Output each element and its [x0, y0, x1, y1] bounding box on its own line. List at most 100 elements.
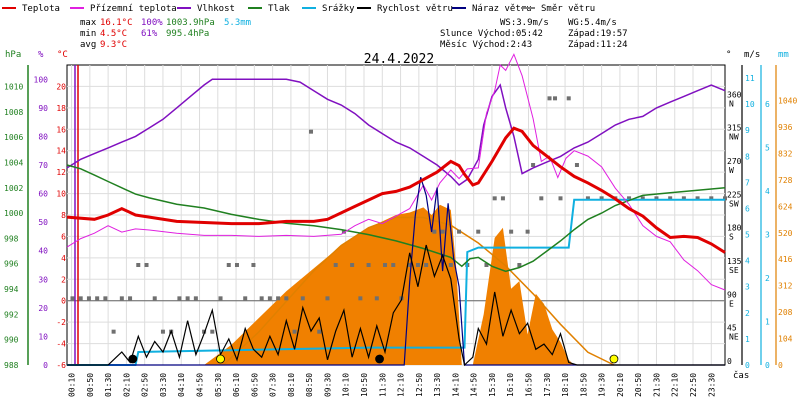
info-panel: WS:3.9m/s WG:5.4m/s Slunce Východ:05:42 … [440, 18, 628, 50]
mm-unit: mm [778, 50, 789, 60]
event-marker [128, 354, 138, 364]
ms-tick: 5 [745, 231, 750, 240]
wind-dir-point [366, 263, 371, 267]
wind-dir-point [681, 196, 686, 201]
info-moon-set: Západ:11:24 [568, 40, 628, 50]
wind-dir-point [531, 163, 536, 167]
wind-dir-point [566, 96, 571, 101]
info-sun-rise: Slunce Východ:05:42 [440, 29, 543, 39]
x-tick: 02:10 [122, 373, 131, 397]
wind-dir-point [517, 263, 522, 267]
deg-dir-tick: SW [729, 199, 739, 208]
x-tick: 11:30 [378, 373, 387, 397]
wind-dir-point [202, 329, 207, 334]
mm-tick: 5 [765, 144, 770, 153]
series-temperature [66, 126, 726, 254]
wind-dir-point [70, 296, 75, 301]
legend-label: Rychlost větru [377, 4, 453, 14]
chart-title: 24.4.2022 [364, 52, 434, 67]
hpa-tick: 1000 [4, 209, 23, 218]
x-tick: 05:30 [214, 373, 223, 397]
x-tick: 18:10 [561, 373, 570, 397]
series-wind [67, 244, 725, 367]
hpa-tick: 992 [4, 310, 19, 319]
x-tick: 10:50 [360, 373, 369, 397]
sun-tick: 624 [778, 202, 793, 211]
legend: Teplota Přízemní teplota Vlhkost Tlak Srážky… [2, 4, 595, 14]
deg-unit: ° [726, 50, 731, 60]
temp-tick: 6 [61, 232, 66, 241]
deg-dir-tick: NE [729, 333, 739, 342]
wind-dir-point [509, 229, 514, 234]
stat-avg-label: avg [80, 40, 96, 50]
x-tick: 00:10 [68, 373, 77, 397]
wind-dir-point [424, 263, 429, 267]
sun-tick: 1040 [778, 97, 797, 106]
x-tick: 12:10 [397, 373, 406, 397]
sun-tick: 0 [778, 361, 783, 370]
x-tick: 02:50 [141, 373, 150, 397]
temp-tick: 8 [61, 211, 66, 220]
deg-tick: 315 [727, 124, 742, 133]
temp-tick: 4 [61, 254, 66, 263]
mm-tick: 6 [765, 100, 770, 109]
ms-tick: 10 [745, 100, 755, 109]
x-tick: 18:50 [579, 373, 588, 397]
wind-dir-point [210, 329, 215, 334]
legend-label: Tlak [268, 4, 290, 14]
axis-ticks: 1010100810061004100210009989969949929909… [4, 65, 797, 397]
deg-tick: 45 [727, 324, 737, 333]
temp-tick: 14 [56, 147, 66, 156]
sun-tick: 208 [778, 308, 793, 317]
wind-dir-point [539, 196, 544, 201]
wind-dir-point [267, 296, 272, 301]
x-tick: 21:30 [652, 373, 661, 397]
x-tick: 16:10 [506, 373, 515, 397]
wind-dir-point [432, 229, 437, 234]
deg-dir-tick: E [729, 299, 734, 308]
wind-dir-point [234, 263, 239, 267]
ms-tick: 8 [745, 152, 750, 161]
hpa-tick: 990 [4, 336, 19, 345]
wind-dir-point [574, 163, 579, 167]
wind-dir-point [448, 263, 453, 267]
sun-tick: 936 [778, 123, 793, 132]
ms-tick: 9 [745, 126, 750, 135]
deg-tick: 270 [727, 157, 742, 166]
wind-dir-point [317, 329, 322, 334]
legend-label: Přízemní teplota [90, 4, 177, 14]
hpa-unit: hPa [5, 50, 21, 60]
wind-dir-point [226, 263, 231, 267]
legend-label: Náraz větru [472, 4, 532, 14]
hpa-tick: 998 [4, 234, 19, 243]
sun-tick: 832 [778, 149, 793, 158]
stat-max-press: 1003.9hPa [166, 18, 215, 28]
pct-tick: 90 [38, 104, 48, 113]
sun-tick: 520 [778, 229, 793, 238]
series-humidity [66, 78, 726, 186]
temp-tick: 2 [61, 275, 66, 284]
deg-tick: 90 [727, 290, 737, 299]
x-tick: 22:50 [689, 373, 698, 397]
ms-tick: 0 [745, 361, 750, 370]
x-tick: 04:10 [177, 373, 186, 397]
x-tick: 04:50 [196, 373, 205, 397]
mm-tick: 1 [765, 318, 770, 327]
temp-tick: 12 [56, 168, 66, 177]
deg-tick: 360 [727, 90, 742, 99]
x-tick: 00:50 [86, 373, 95, 397]
x-tick: 08:10 [287, 373, 296, 397]
pct-tick: 40 [38, 247, 48, 256]
hpa-tick: 1006 [4, 133, 23, 142]
x-tick: 14:50 [470, 373, 479, 397]
x-tick: 16:50 [525, 373, 534, 397]
mm-tick: 3 [765, 231, 770, 240]
x-tick: 07:30 [269, 373, 278, 397]
temp-tick: -4 [56, 340, 66, 349]
temp-tick: 10 [56, 190, 66, 199]
wind-dir-point [457, 229, 462, 234]
x-tick: 12:50 [415, 373, 424, 397]
wind-dir-point [476, 229, 481, 234]
temp-tick: 16 [56, 125, 66, 134]
